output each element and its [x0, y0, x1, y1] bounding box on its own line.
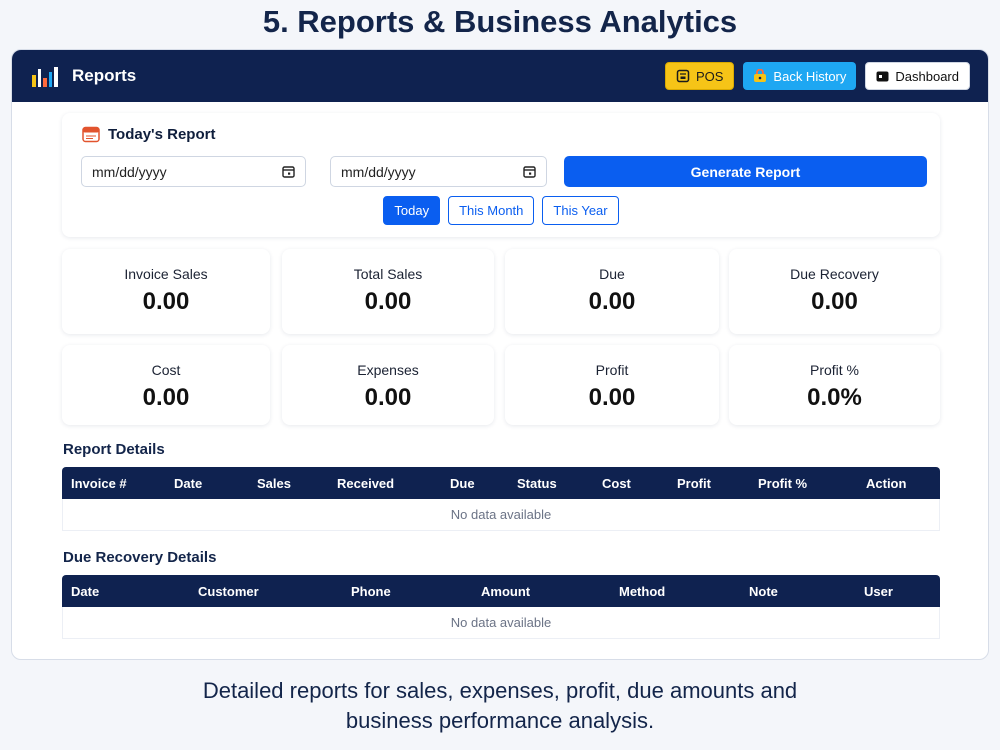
column-header[interactable]: Method	[619, 584, 666, 599]
report-filter-card: Today's Report mm/dd/yyyy mm/dd/yyyy Gen…	[62, 113, 940, 237]
pos-button[interactable]: POS	[664, 62, 735, 90]
bar-chart-icon	[32, 65, 58, 87]
period-filter: Today This Month This Year	[62, 196, 940, 225]
stat-card-profit-percent: Profit % 0.0%	[729, 345, 940, 425]
stat-label: Cost	[151, 362, 181, 378]
reports-window: Reports POS Back History Dashboard Today…	[11, 49, 989, 660]
due-recovery-table: Date Customer Phone Amount Method Note U…	[62, 575, 940, 639]
due-recovery-header: Date Customer Phone Amount Method Note U…	[62, 575, 940, 607]
stat-card-expenses: Expenses 0.00	[282, 345, 494, 425]
dashboard-button[interactable]: Dashboard	[865, 62, 970, 90]
from-date-placeholder: mm/dd/yyyy	[92, 163, 167, 180]
caption-line: Detailed reports for sales, expenses, pr…	[202, 678, 798, 703]
column-header[interactable]: Date	[174, 476, 203, 491]
column-header[interactable]: Profit %	[758, 476, 808, 491]
page-caption: Detailed reports for sales, expenses, pr…	[0, 676, 1000, 736]
column-header[interactable]: Received	[337, 476, 395, 491]
stat-card-total-sales: Total Sales 0.00	[282, 249, 494, 334]
column-header[interactable]: Action	[866, 476, 907, 491]
column-header[interactable]: Profit	[677, 476, 711, 491]
column-header[interactable]: Note	[749, 584, 778, 599]
register-icon	[676, 69, 690, 83]
column-header[interactable]: Invoice #	[71, 476, 127, 491]
date-picker-icon[interactable]	[282, 165, 295, 178]
stat-value: 0.00	[142, 384, 190, 411]
period-this-month-button[interactable]: This Month	[448, 196, 535, 225]
top-actions: POS Back History Dashboard	[664, 62, 970, 90]
period-today-button[interactable]: Today	[383, 196, 441, 225]
stat-label: Total Sales	[353, 266, 423, 282]
top-bar: Reports POS Back History Dashboard	[12, 50, 988, 102]
column-header[interactable]: Phone	[351, 584, 391, 599]
back-history-button[interactable]: Back History	[743, 62, 857, 90]
stat-card-invoice-sales: Invoice Sales 0.00	[62, 249, 270, 334]
stat-value: 0.0%	[807, 384, 862, 411]
window-title: Reports	[72, 66, 137, 85]
stat-value: 0.00	[142, 288, 190, 315]
report-card-title: Today's Report	[82, 125, 215, 143]
column-header[interactable]: Sales	[257, 476, 291, 491]
generate-report-button[interactable]: Generate Report	[564, 156, 927, 187]
column-header[interactable]: Due	[450, 476, 475, 491]
column-header[interactable]: Customer	[198, 584, 259, 599]
to-date-input[interactable]: mm/dd/yyyy	[330, 156, 547, 187]
from-date-input[interactable]: mm/dd/yyyy	[81, 156, 306, 187]
column-header[interactable]: Amount	[481, 584, 531, 599]
empty-state-row: No data available	[62, 607, 940, 639]
stat-label: Due Recovery	[790, 266, 879, 282]
stat-card-profit: Profit 0.00	[505, 345, 719, 425]
stat-value: 0.00	[364, 288, 412, 315]
stat-card-due-recovery: Due Recovery 0.00	[729, 249, 940, 334]
report-details-table: Invoice # Date Sales Received Due Status…	[62, 467, 940, 531]
column-header[interactable]: Cost	[602, 476, 631, 491]
history-icon	[754, 69, 767, 82]
report-title-text: Today's Report	[108, 125, 216, 143]
column-header[interactable]: Status	[517, 476, 557, 491]
report-details-header: Invoice # Date Sales Received Due Status…	[62, 467, 940, 499]
to-date-placeholder: mm/dd/yyyy	[341, 163, 416, 180]
empty-state-row: No data available	[62, 499, 940, 531]
stat-label: Invoice Sales	[124, 266, 208, 282]
report-details-title: Report Details	[63, 441, 165, 458]
stat-value: 0.00	[588, 384, 636, 411]
stat-label: Profit	[595, 362, 629, 378]
stat-value: 0.00	[811, 288, 858, 315]
due-recovery-title: Due Recovery Details	[63, 549, 217, 566]
pos-label: POS	[695, 68, 724, 84]
stat-label: Expenses	[357, 362, 419, 378]
column-header[interactable]: Date	[71, 584, 100, 599]
dashboard-label: Dashboard	[895, 68, 959, 84]
calendar-icon	[82, 126, 100, 143]
caption-line: business performance analysis.	[345, 708, 655, 733]
stat-label: Due	[599, 266, 625, 282]
back-history-label: Back History	[773, 68, 847, 84]
column-header[interactable]: User	[864, 584, 893, 599]
period-this-year-button[interactable]: This Year	[542, 196, 619, 225]
page-headline: 5. Reports & Business Analytics	[262, 4, 738, 39]
stat-card-cost: Cost 0.00	[62, 345, 270, 425]
stat-label: Profit %	[809, 362, 859, 378]
dashboard-icon	[876, 71, 889, 81]
date-picker-icon[interactable]	[523, 165, 536, 178]
stat-card-due: Due 0.00	[505, 249, 719, 334]
stat-value: 0.00	[588, 288, 636, 315]
stat-value: 0.00	[364, 384, 412, 411]
